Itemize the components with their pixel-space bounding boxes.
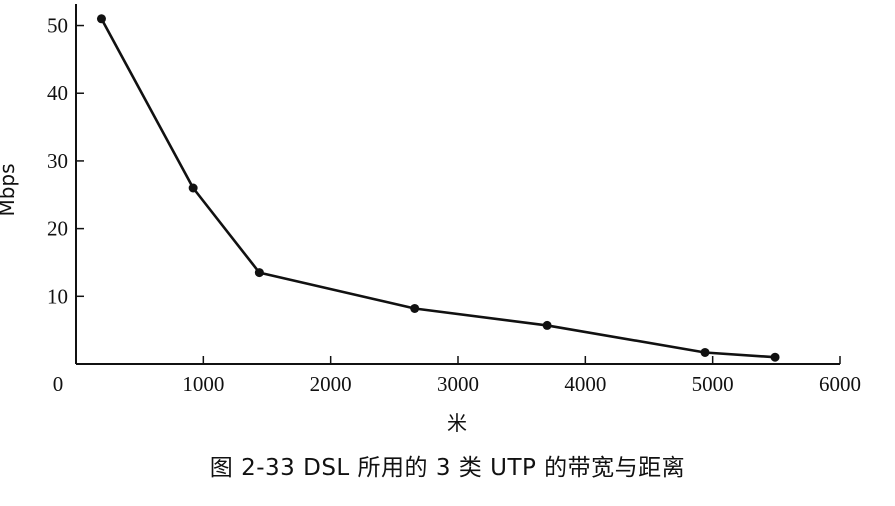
x-tick-label: 2000 — [310, 372, 352, 396]
figure-caption: 图 2-33 DSL 所用的 3 类 UTP 的带宽与距离 — [209, 455, 686, 481]
data-point — [410, 303, 420, 313]
x-tick-label: 5000 — [692, 372, 734, 396]
y-tick-label: 20 — [47, 217, 68, 241]
x-tick-label: 0 — [53, 372, 64, 396]
x-tick-label: 1000 — [182, 372, 224, 396]
x-tick-label: 3000 — [437, 372, 479, 396]
data-point — [188, 183, 198, 193]
data-point — [770, 352, 780, 362]
x-tick-label: 6000 — [819, 372, 861, 396]
y-axis-label: Mbps — [0, 163, 19, 216]
y-tick-label: 40 — [47, 81, 68, 105]
x-axis-label: 米 — [447, 411, 467, 435]
ticks: 0 1000 2000 3000 4000 5000 6000 10 20 30 40 50 — [47, 14, 861, 396]
data-point — [254, 268, 264, 278]
data-point — [700, 347, 710, 357]
data-point — [96, 14, 106, 24]
y-tick-label: 10 — [47, 284, 68, 308]
y-tick-label: 30 — [47, 149, 68, 173]
series-line — [100, 18, 776, 359]
x-tick-label: 4000 — [564, 372, 606, 396]
series — [96, 14, 780, 362]
data-point — [542, 320, 552, 330]
y-tick-label: 50 — [47, 14, 68, 38]
